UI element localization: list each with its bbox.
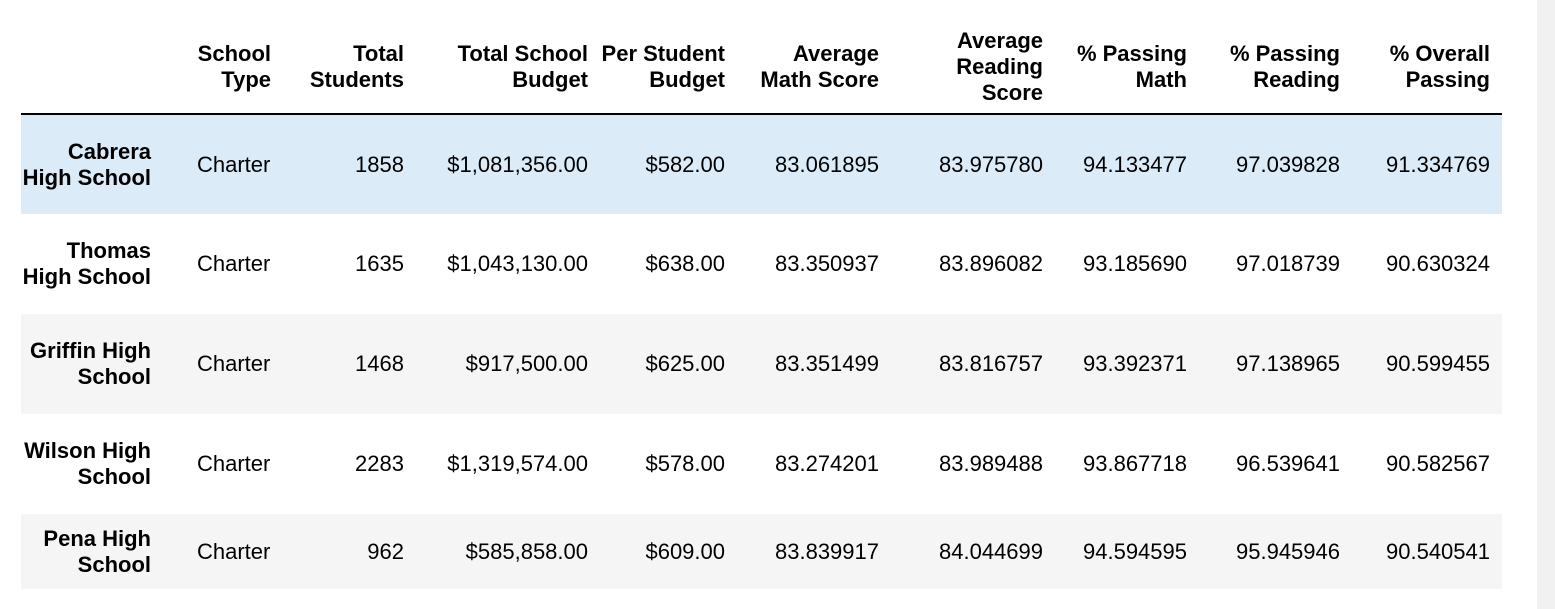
table-header: School Type Total Students Total School …	[21, 21, 1502, 115]
header-row: School Type Total Students Total School …	[21, 21, 1502, 115]
percent-overall-passing-header: % Overall Passing	[1352, 21, 1502, 115]
school-name: Wilson High School	[24, 438, 151, 489]
percent-overall-cell: 90.630324	[1386, 251, 1490, 276]
total-budget-cell: $917,500.00	[465, 351, 588, 376]
school-type-header: School Type	[163, 21, 283, 115]
per-student-budget-header: Per Student Budget	[600, 21, 737, 115]
percent-math-cell: 93.185690	[1083, 251, 1187, 276]
school-type-cell: Charter	[197, 451, 271, 476]
percent-overall-cell: 90.540541	[1386, 538, 1490, 564]
total-budget-cell: $1,319,574.00	[447, 451, 588, 476]
table-row: Griffin High School Charter 1468 $917,50…	[21, 314, 1502, 414]
school-type-cell: Charter	[197, 538, 271, 564]
percent-reading-cell: 97.039828	[1236, 151, 1340, 177]
per-student-budget-cell: $625.00	[645, 351, 725, 376]
table-row: Wilson High School Charter 2283 $1,319,5…	[21, 414, 1502, 514]
school-summary-table: School Type Total Students Total School …	[21, 21, 1502, 589]
per-student-budget-cell: $582.00	[645, 151, 725, 177]
average-reading-cell: 83.975780	[939, 151, 1043, 177]
percent-overall-cell: 91.334769	[1386, 151, 1490, 177]
average-reading-cell: 83.896082	[939, 251, 1043, 276]
average-reading-cell: 84.044699	[939, 538, 1043, 564]
percent-overall-cell: 90.582567	[1386, 451, 1490, 476]
school-name: Thomas High School	[22, 238, 151, 289]
percent-passing-reading-header: % Passing Reading	[1199, 21, 1352, 115]
total-students-cell: 962	[367, 538, 404, 564]
per-student-budget-cell: $578.00	[645, 451, 725, 476]
percent-passing-math-header: % Passing Math	[1055, 21, 1199, 115]
average-math-cell: 83.350937	[775, 251, 879, 276]
percent-reading-cell: 97.138965	[1236, 351, 1340, 376]
percent-math-cell: 93.867718	[1083, 451, 1187, 476]
total-students-cell: 1635	[355, 251, 404, 276]
per-student-budget-cell: $609.00	[645, 538, 725, 564]
per-student-budget-cell: $638.00	[645, 251, 725, 276]
total-budget-cell: $1,043,130.00	[447, 251, 588, 276]
school-name: Cabrera High School	[22, 138, 151, 190]
average-math-score-header: Average Math Score	[737, 21, 891, 115]
table-row: Cabrera High School Charter 1858 $1,081,…	[21, 114, 1502, 214]
vertical-scrollbar[interactable]	[1537, 0, 1555, 609]
table-row: Pena High School Charter 962 $585,858.00…	[21, 514, 1502, 589]
average-math-cell: 83.274201	[775, 451, 879, 476]
school-type-cell: Charter	[197, 151, 271, 177]
school-name: Pena High School	[43, 525, 151, 577]
total-students-cell: 2283	[355, 451, 404, 476]
percent-reading-cell: 95.945946	[1236, 538, 1340, 564]
average-math-cell: 83.839917	[775, 538, 879, 564]
average-math-cell: 83.061895	[775, 151, 879, 177]
average-math-cell: 83.351499	[775, 351, 879, 376]
total-students-cell: 1858	[355, 151, 404, 177]
total-school-budget-header: Total School Budget	[416, 21, 600, 115]
percent-math-cell: 94.594595	[1083, 538, 1187, 564]
table-row: Thomas High School Charter 1635 $1,043,1…	[21, 214, 1502, 314]
school-name: Griffin High School	[30, 338, 151, 389]
average-reading-score-header: Average Reading Score	[891, 21, 1055, 115]
index-header	[21, 21, 163, 115]
percent-overall-cell: 90.599455	[1386, 351, 1490, 376]
percent-reading-cell: 97.018739	[1236, 251, 1340, 276]
school-type-cell: Charter	[197, 351, 271, 376]
percent-reading-cell: 96.539641	[1236, 451, 1340, 476]
total-budget-cell: $1,081,356.00	[447, 151, 588, 177]
total-students-cell: 1468	[355, 351, 404, 376]
total-students-header: Total Students	[283, 21, 416, 115]
total-budget-cell: $585,858.00	[465, 538, 588, 564]
school-type-cell: Charter	[197, 251, 271, 276]
average-reading-cell: 83.989488	[939, 451, 1043, 476]
table-body: Cabrera High School Charter 1858 $1,081,…	[21, 114, 1502, 589]
average-reading-cell: 83.816757	[939, 351, 1043, 376]
percent-math-cell: 93.392371	[1083, 351, 1187, 376]
percent-math-cell: 94.133477	[1083, 151, 1187, 177]
